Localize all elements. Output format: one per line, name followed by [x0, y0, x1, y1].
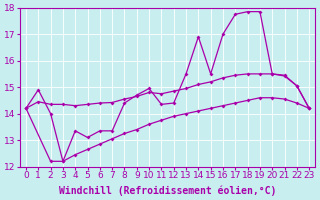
X-axis label: Windchill (Refroidissement éolien,°C): Windchill (Refroidissement éolien,°C): [59, 185, 276, 196]
